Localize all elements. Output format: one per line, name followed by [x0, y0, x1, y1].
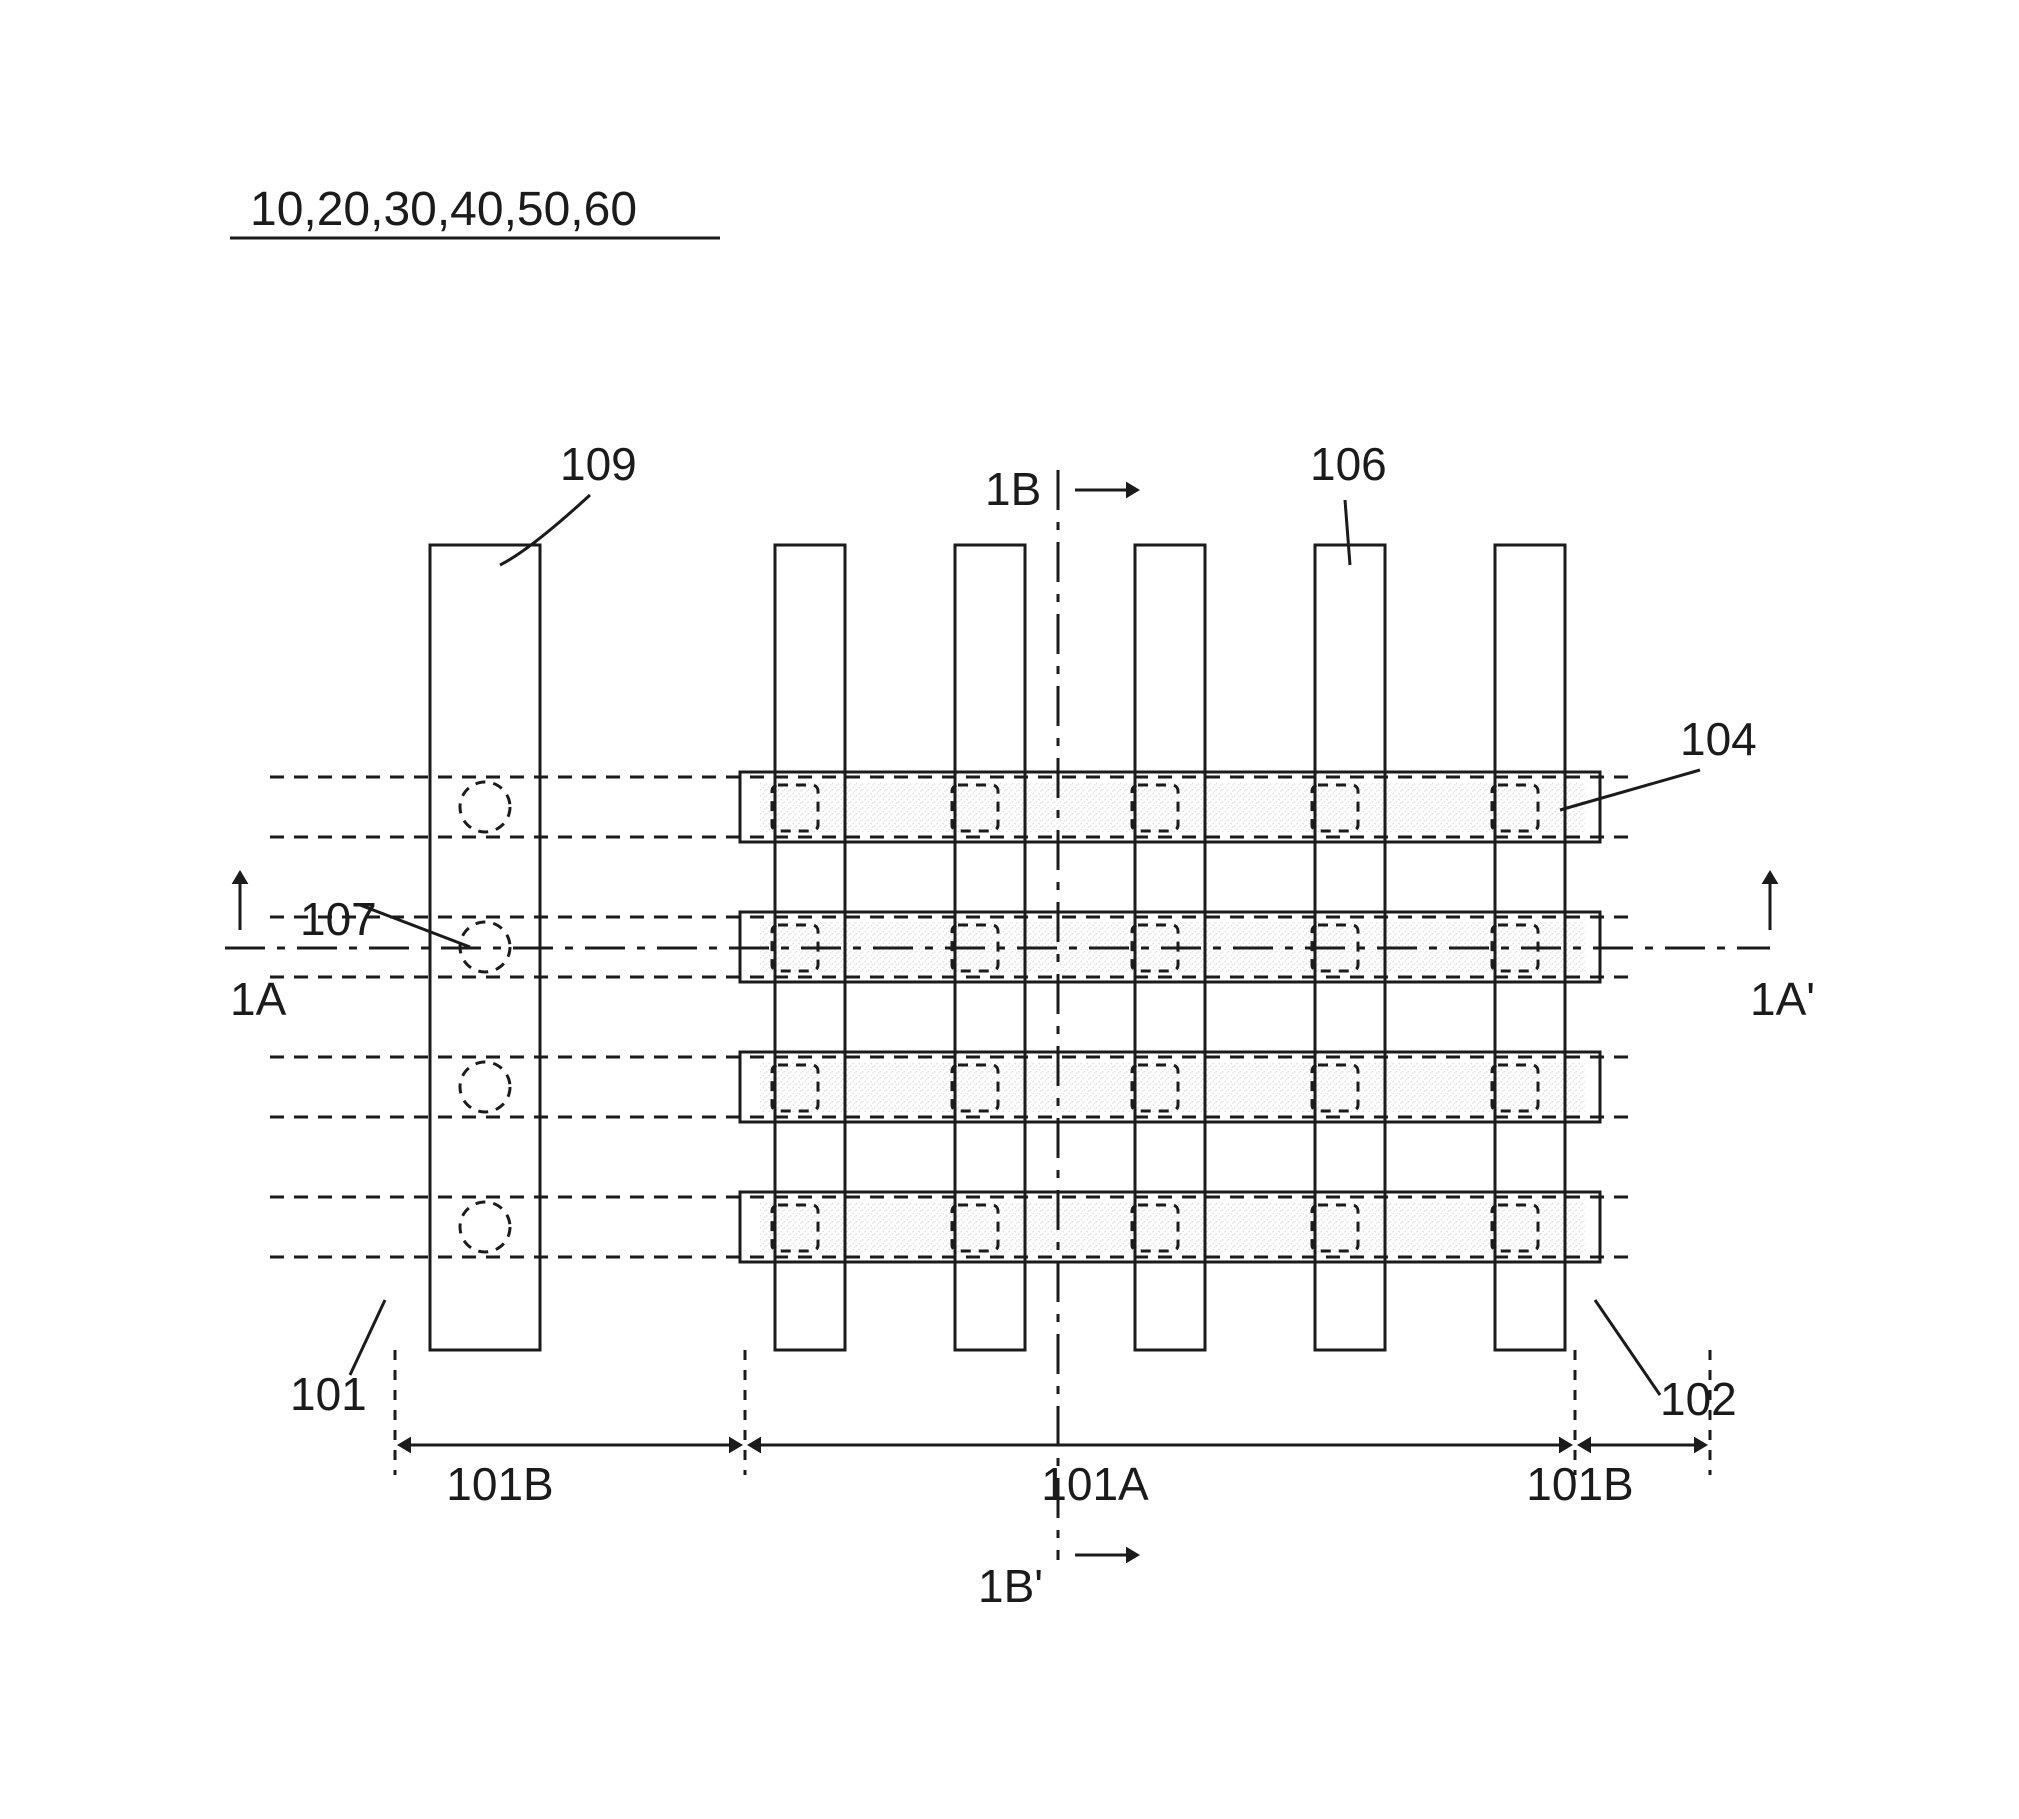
- ref-label-109: 109: [560, 438, 637, 490]
- dim-label: 101B: [446, 1458, 553, 1510]
- contacts-107: [460, 782, 510, 1252]
- ref-label-107: 107: [300, 893, 377, 945]
- figure-title: 10,20,30,40,50,60: [250, 183, 637, 236]
- label-1A-prime: 1A': [1750, 973, 1815, 1025]
- dim-label: 101A: [1041, 1458, 1149, 1510]
- ref-label-106: 106: [1310, 438, 1387, 490]
- leader-101: [350, 1300, 385, 1375]
- label-1A: 1A: [230, 973, 287, 1025]
- ref-label-101: 101: [290, 1368, 367, 1420]
- leader-102: [1595, 1300, 1660, 1395]
- label-1B: 1B: [985, 463, 1041, 515]
- dim-label: 101B: [1526, 1458, 1633, 1510]
- label-1B-prime: 1B': [978, 1560, 1043, 1612]
- ref-label-102: 102: [1660, 1373, 1737, 1425]
- leader-109: [500, 495, 590, 565]
- rows-101: [270, 777, 1630, 1257]
- ref-label-104: 104: [1680, 713, 1757, 765]
